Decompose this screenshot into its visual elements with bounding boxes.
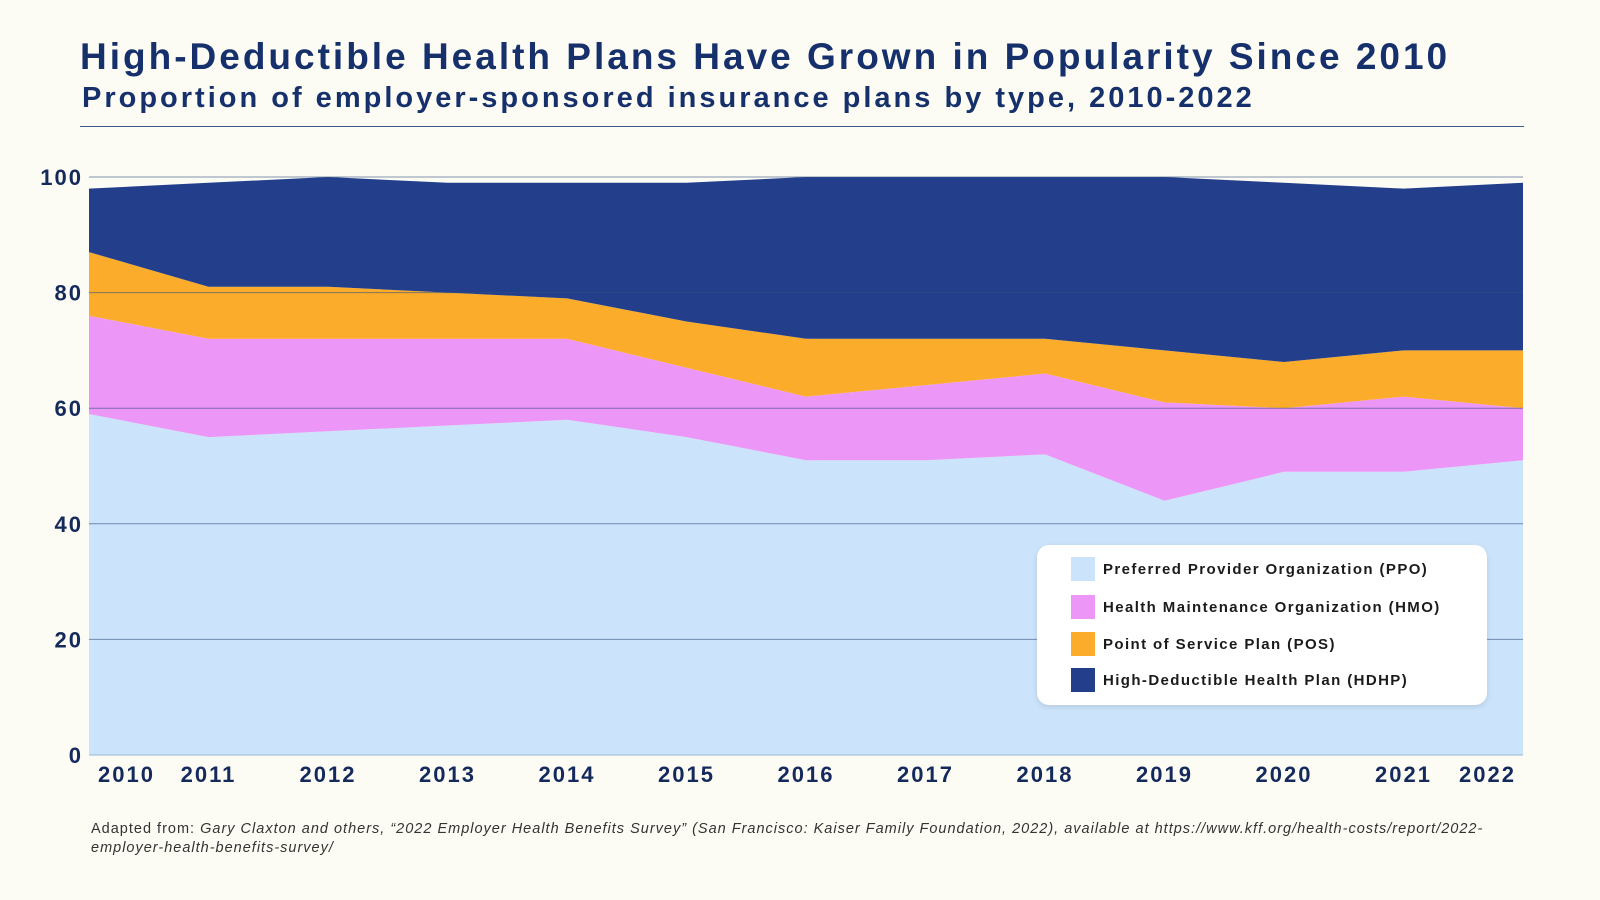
x-tick-label: 2021 [1375,762,1432,787]
y-tick-label: 20 [55,627,83,652]
x-tick-label: 2016 [778,762,835,787]
legend-label-ppo: Preferred Provider Organization (PPO) [1103,560,1429,578]
x-tick-label: 2017 [897,762,954,787]
legend-label-hdhp: High-Deductible Health Plan (HDHP) [1103,671,1409,689]
source-citation: Gary Claxton and others, “2022 Employer … [91,821,1484,856]
y-tick-label: 60 [55,396,83,421]
legend-item-pos: Point of Service Plan (POS) [1071,632,1336,656]
y-tick-label: 40 [55,512,83,537]
legend-item-ppo: Preferred Provider Organization (PPO) [1071,557,1428,581]
x-axis-ticks: 2010 2011 2012 2013 2014 2015 2016 2017 2018 2019… [98,762,1516,787]
title-divider [80,126,1524,127]
x-tick-label: 2013 [419,762,476,787]
x-tick-label: 2020 [1256,762,1313,787]
x-tick-label: 2015 [658,762,715,787]
y-axis-ticks: 0 20 40 60 80 100 [40,165,83,768]
y-tick-label: 80 [55,281,83,306]
area-series-3 [89,177,1523,362]
x-tick-label: 2019 [1136,762,1193,787]
y-tick-label: 0 [69,743,83,768]
gridlines [89,176,1523,756]
x-tick-label: 2022 [1459,762,1516,787]
chart-subtitle: Proportion of employer-sponsored insuran… [82,82,1255,114]
legend: Preferred Provider Organization (PPO) He… [1037,545,1487,705]
x-tick-label: 2014 [539,762,596,787]
source-note: Adapted from: Gary Claxton and others, “… [91,820,1491,858]
legend-swatch-hdhp [1071,668,1095,692]
area-series-2 [89,252,1523,409]
chart-title: High-Deductible Health Plans Have Grown … [80,36,1451,77]
x-tick-label: 2011 [181,762,237,787]
legend-item-hdhp: High-Deductible Health Plan (HDHP) [1071,668,1408,692]
legend-swatch-hmo [1071,595,1095,619]
x-tick-label: 2018 [1017,762,1074,787]
legend-swatch-pos [1071,632,1095,656]
x-tick-label: 2012 [300,762,357,787]
legend-label-pos: Point of Service Plan (POS) [1103,635,1336,653]
y-tick-label: 100 [40,165,83,190]
legend-item-hmo: Health Maintenance Organization (HMO) [1071,595,1441,619]
legend-label-hmo: Health Maintenance Organization (HMO) [1103,598,1441,616]
x-tick-label: 2010 [98,762,155,787]
source-prefix: Adapted from: [91,821,201,837]
legend-swatch-ppo [1071,557,1095,581]
